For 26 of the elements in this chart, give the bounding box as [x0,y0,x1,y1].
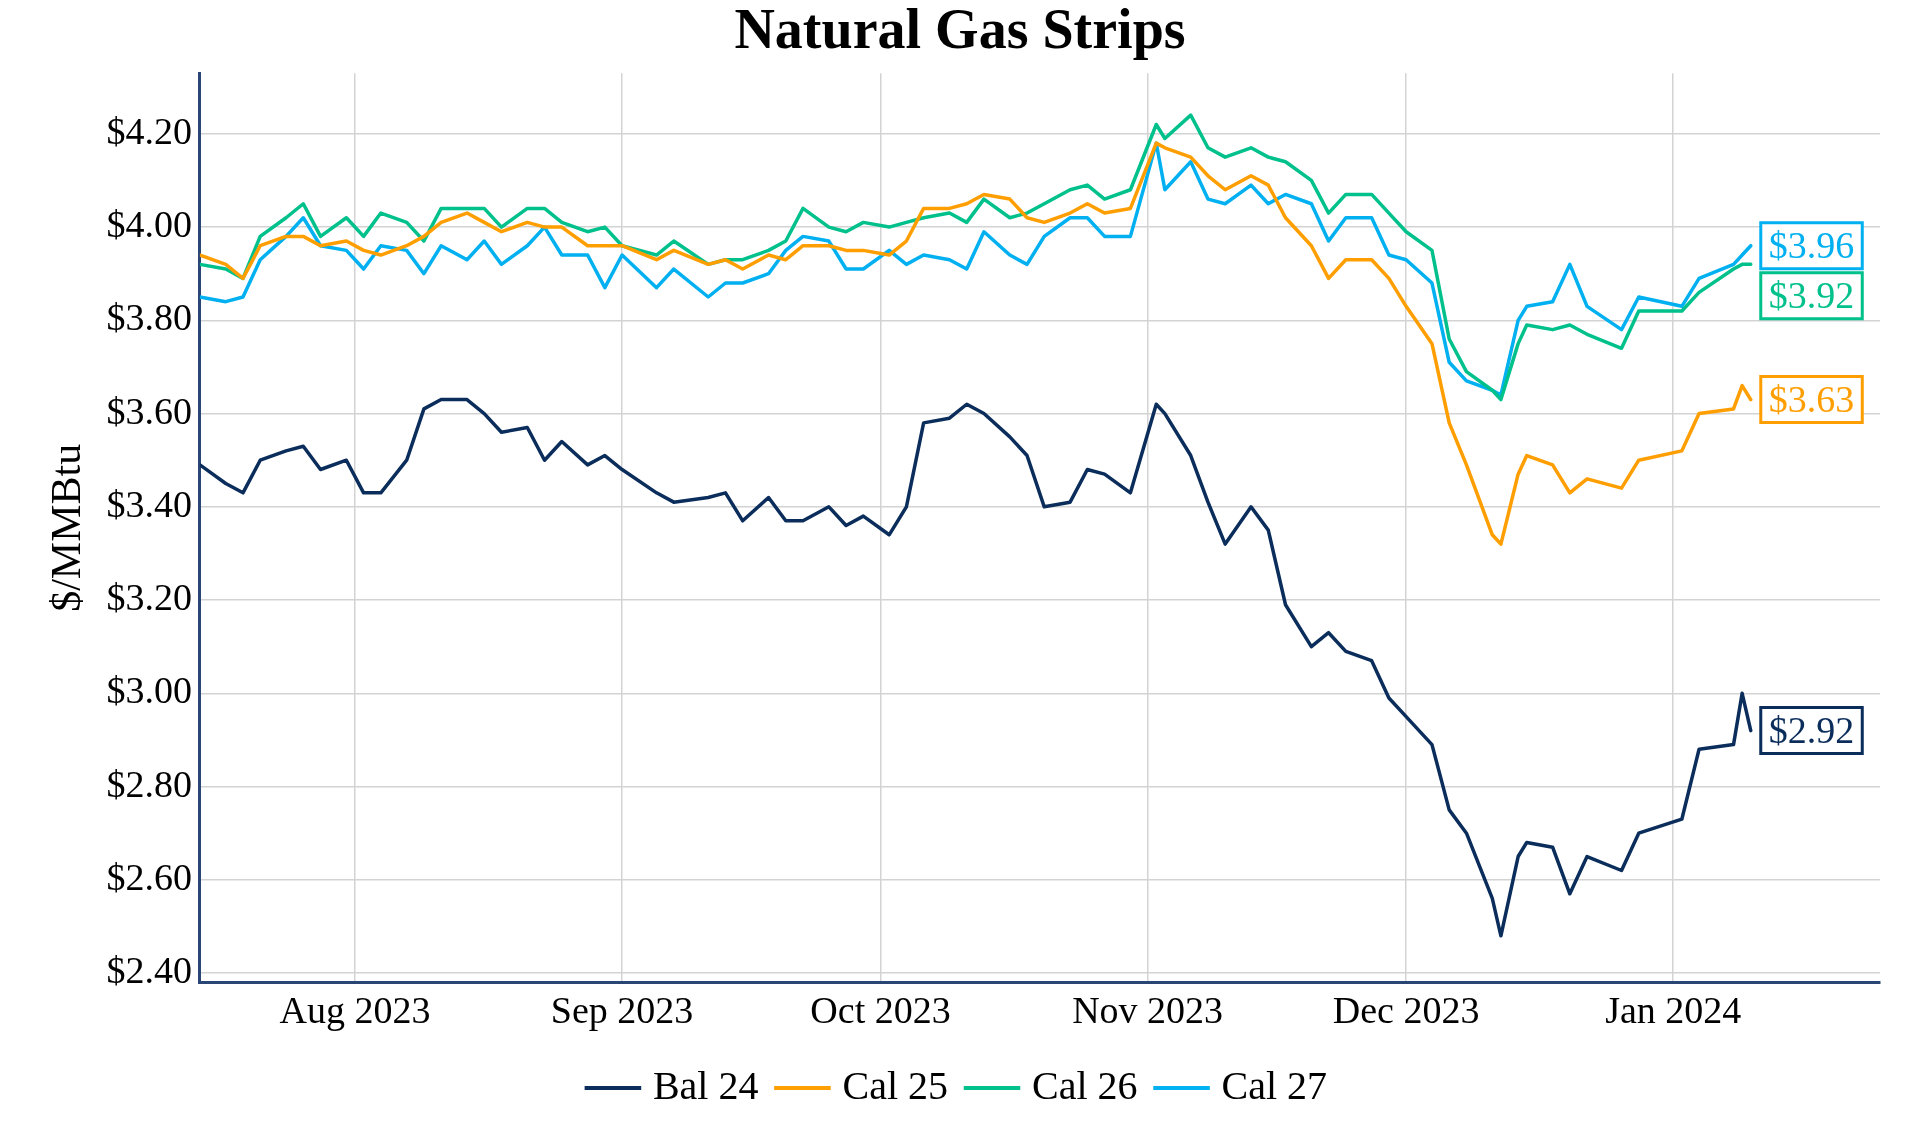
y-tick-label: $2.60 [106,855,192,898]
chart-title: Natural Gas Strips [734,0,1186,61]
annotation: $3.96 [1768,223,1855,266]
x-tick-label: Aug 2023 [279,989,431,1032]
legend-label: Cal 26 [1032,1062,1138,1108]
y-tick-label: $2.40 [106,949,192,992]
x-tick-label: Jan 2024 [1605,989,1742,1032]
y-tick-label: $4.20 [106,109,192,152]
y-tick-label: $4.00 [106,203,192,246]
y-tick-label: $3.40 [106,482,192,525]
x-tick-label: Sep 2023 [550,989,694,1032]
annotation: $2.92 [1768,708,1855,751]
y-tick-label: $3.80 [106,296,192,339]
legend-label: Cal 27 [1221,1062,1328,1108]
x-tick-label: Dec 2023 [1332,989,1480,1032]
annotation: $3.92 [1768,273,1855,316]
annotation: $3.63 [1768,377,1855,420]
x-tick-label: Oct 2023 [810,989,951,1032]
legend-label: Cal 25 [842,1062,948,1108]
legend-label: Bal 24 [652,1062,759,1108]
x-tick-label: Nov 2023 [1072,989,1224,1032]
y-tick-label: $3.60 [106,389,192,432]
y-tick-label: $2.80 [106,762,192,805]
y-axis-title: $/MMBtu [43,443,90,612]
y-tick-label: $3.20 [106,576,192,619]
y-tick-label: $3.00 [106,669,192,712]
